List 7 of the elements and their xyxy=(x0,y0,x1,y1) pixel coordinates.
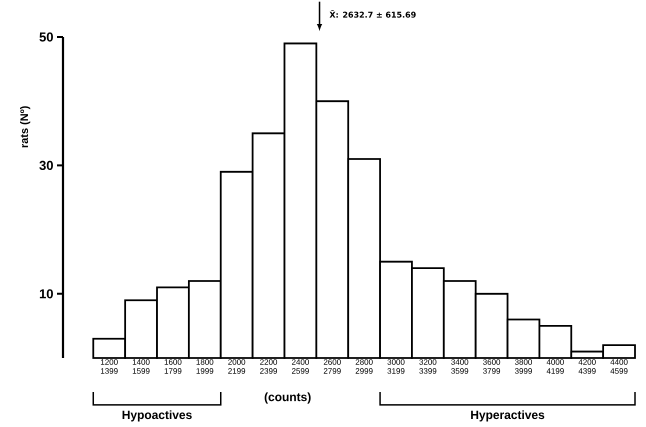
y-tick-label: 10 xyxy=(40,289,53,298)
text: Hypoactives xyxy=(122,410,192,422)
text: Hyperactives xyxy=(471,410,544,422)
y-axis-title: rats (Nº) xyxy=(20,106,30,148)
y-tick-label: 30 xyxy=(39,160,53,170)
x-axis-title: (counts) xyxy=(264,392,311,404)
y-tick-label: 50 xyxy=(39,32,53,42)
